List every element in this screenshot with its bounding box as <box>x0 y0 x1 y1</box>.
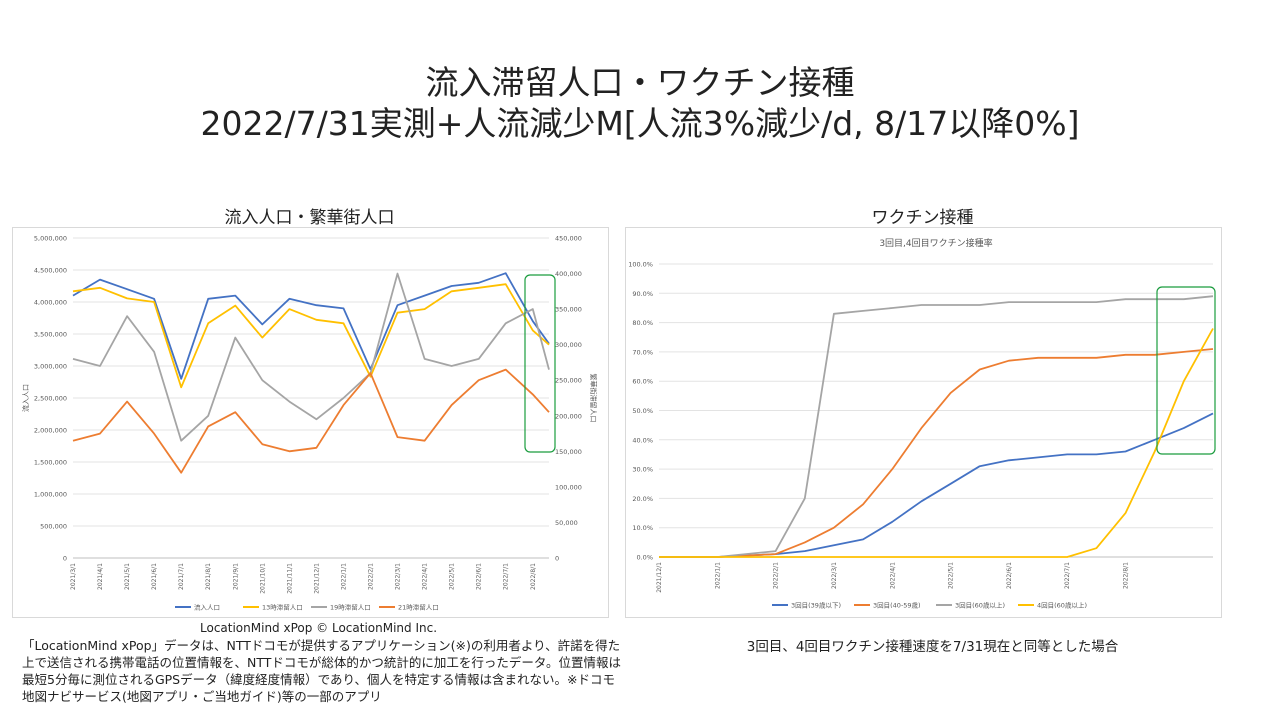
x-tick-label: 2021/10/1 <box>259 563 266 594</box>
inflow-population-chart: 0 500,000 1,000,000 1,500,000 2,000,000 2,500… <box>21 235 598 612</box>
y-tick-label: 1,000,000 <box>34 491 67 499</box>
y2-tick-label: 300,000 <box>555 341 582 349</box>
y-tick-label: 40.0% <box>632 436 653 444</box>
y2-tick-label: 0 <box>555 555 559 563</box>
series-line-3-60- <box>659 295 1214 558</box>
y-tick-label: 3,000,000 <box>34 363 67 371</box>
x-tick-label: 2021/11/1 <box>286 563 293 594</box>
x-tick-label: 2022/3/1 <box>395 563 402 590</box>
x-tick-label: 2021/7/1 <box>178 563 185 590</box>
y-tick-label: 10.0% <box>632 524 653 532</box>
y-tick-label: 60.0% <box>632 378 653 386</box>
highlight-box <box>1156 286 1216 455</box>
series-line-3-40-59- <box>659 348 1214 558</box>
y-tick-label: 1,500,000 <box>34 459 67 467</box>
y-tick-label: 5,000,000 <box>34 235 67 243</box>
x-tick-label: 2021/12/1 <box>656 562 663 593</box>
legend-label: 流入人口 <box>194 603 220 612</box>
x-tick-label: 2021/5/1 <box>124 563 131 590</box>
y-tick-label: 100.0% <box>628 261 653 269</box>
chart-title: 3回目,4回目ワクチン接種率 <box>879 237 992 249</box>
legend-label: 13時滞留人口 <box>262 603 303 612</box>
series-line-13- <box>72 283 550 389</box>
x-tick-label: 2022/1/1 <box>340 563 347 590</box>
y-tick-label: 500,000 <box>40 523 67 531</box>
x-tick-label: 2021/9/1 <box>232 563 239 590</box>
x-tick-label: 2021/3/1 <box>70 563 77 590</box>
vaccination-caption: 3回目、4回目ワクチン接種速度を7/31現在と同等とした場合 <box>746 639 1119 655</box>
legend-label: 4回目(60歳以上) <box>1037 601 1087 610</box>
right-panel-title: ワクチン接種 <box>871 208 974 228</box>
x-tick-label: 2022/5/1 <box>449 563 456 590</box>
y-tick-label: 4,500,000 <box>34 267 67 275</box>
x-tick-label: 2022/2/1 <box>368 563 375 590</box>
y2-tick-label: 250,000 <box>555 377 582 385</box>
y2-tick-label: 350,000 <box>555 306 582 314</box>
x-tick-label: 2022/1/1 <box>714 562 721 589</box>
series-line-- <box>72 272 550 380</box>
x-tick-label: 2022/6/1 <box>476 563 483 590</box>
x-tick-label: 2021/4/1 <box>97 563 104 590</box>
slide-title-line2: 2022/7/31実測+人流減少M[人流3%減少/d, 8/17以降0%] <box>200 104 1080 143</box>
y-tick-label: 2,500,000 <box>34 395 67 403</box>
y-tick-label: 2,000,000 <box>34 427 67 435</box>
x-tick-label: 2021/12/1 <box>313 563 320 594</box>
x-tick-label: 2021/8/1 <box>205 563 212 590</box>
left-panel-title: 流入人口・繁華街人口 <box>224 208 395 228</box>
legend-label: 19時滞留人口 <box>330 603 371 612</box>
x-tick-label: 2022/8/1 <box>1123 562 1130 589</box>
y2-tick-label: 100,000 <box>555 483 582 491</box>
slide-title-line1: 流入滞留人口・ワクチン接種 <box>425 63 855 102</box>
y-tick-label: 90.0% <box>632 290 653 298</box>
series-line-3-39- <box>659 412 1214 558</box>
legend-label: 21時滞留人口 <box>398 603 439 612</box>
data-credit: LocationMind xPop © LocationMind Inc. <box>200 621 438 635</box>
data-source-note: 「LocationMind xPop」データは、NTTドコモが提供するアプリケー… <box>22 638 622 704</box>
y-tick-label: 80.0% <box>632 319 653 327</box>
series-line-21- <box>72 368 550 474</box>
vaccination-rate-chart: 0.0% 10.0% 20.0% 30.0% 40.0% 50.0% 60.0% 70.0% 8… <box>628 237 1216 610</box>
y-tick-label: 70.0% <box>632 348 653 356</box>
y2-tick-label: 400,000 <box>555 270 582 278</box>
series-line-4-60- <box>659 328 1214 558</box>
legend-label: 3回目(60歳以上) <box>955 601 1005 610</box>
y-tick-label: 4,000,000 <box>34 299 67 307</box>
y2-tick-label: 50,000 <box>555 519 578 527</box>
x-tick-label: 2022/4/1 <box>889 562 896 589</box>
series-line-19- <box>72 272 550 442</box>
left-chart-panel: 0 500,000 1,000,000 1,500,000 2,000,000 2,500… <box>12 227 609 618</box>
y-tick-label: 0.0% <box>636 554 653 562</box>
y-tick-label: 30.0% <box>632 466 653 474</box>
y-tick-label: 20.0% <box>632 495 653 503</box>
highlight-box <box>524 274 556 453</box>
right-chart-panel: 0.0% 10.0% 20.0% 30.0% 40.0% 50.0% 60.0% 70.0% 8… <box>625 227 1222 618</box>
y2-axis-title: 繁華街滞留人口 <box>589 374 598 423</box>
y-tick-label: 3,500,000 <box>34 331 67 339</box>
y-axis-title: 流入人口 <box>21 384 30 412</box>
y-tick-label: 0 <box>63 555 67 563</box>
x-tick-label: 2021/6/1 <box>151 563 158 590</box>
y-tick-label: 50.0% <box>632 407 653 415</box>
x-tick-label: 2022/3/1 <box>831 562 838 589</box>
x-tick-label: 2022/7/1 <box>503 563 510 590</box>
x-tick-label: 2022/4/1 <box>422 563 429 590</box>
x-tick-label: 2022/2/1 <box>773 562 780 589</box>
y2-tick-label: 450,000 <box>555 235 582 243</box>
legend-label: 3回目(39歳以下) <box>791 601 841 610</box>
x-tick-label: 2022/7/1 <box>1064 562 1071 589</box>
legend-label: 3回目(40-59歳) <box>873 601 921 610</box>
x-tick-label: 2022/5/1 <box>948 562 955 589</box>
y2-tick-label: 150,000 <box>555 448 582 456</box>
y2-tick-label: 200,000 <box>555 412 582 420</box>
x-tick-label: 2022/6/1 <box>1006 562 1013 589</box>
x-tick-label: 2022/8/1 <box>530 563 537 590</box>
